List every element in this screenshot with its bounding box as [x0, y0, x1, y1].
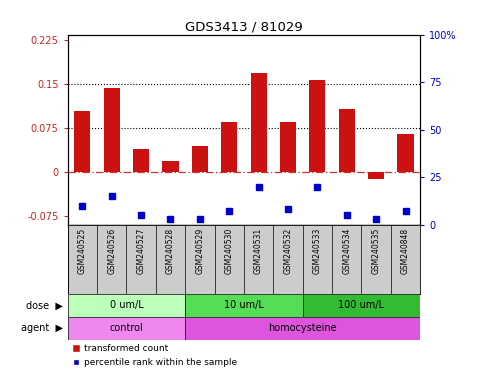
Bar	[280, 122, 296, 172]
Text: GSM240531: GSM240531	[254, 228, 263, 274]
Bar	[368, 172, 384, 179]
Text: GSM240526: GSM240526	[107, 228, 116, 274]
Bar	[309, 79, 326, 172]
Text: dose  ▶: dose ▶	[26, 300, 63, 310]
Bar	[74, 111, 90, 172]
Bar	[68, 294, 185, 317]
Bar	[133, 149, 149, 172]
Bar	[162, 162, 179, 172]
Text: GSM240528: GSM240528	[166, 228, 175, 274]
Bar	[398, 134, 413, 172]
Bar	[104, 88, 120, 172]
Text: GSM240525: GSM240525	[78, 228, 87, 274]
Bar	[192, 146, 208, 172]
Bar	[303, 294, 420, 317]
Text: GSM240529: GSM240529	[195, 228, 204, 274]
Text: GSM240848: GSM240848	[401, 228, 410, 274]
Text: GSM240533: GSM240533	[313, 228, 322, 275]
Text: GSM240534: GSM240534	[342, 228, 351, 275]
Bar	[221, 122, 237, 172]
Text: GSM240530: GSM240530	[225, 228, 234, 275]
Text: agent  ▶: agent ▶	[21, 323, 63, 333]
Text: 100 um/L: 100 um/L	[339, 300, 384, 310]
Text: GSM240535: GSM240535	[371, 228, 381, 275]
Bar	[339, 109, 355, 172]
Legend: transformed count, percentile rank within the sample: transformed count, percentile rank withi…	[72, 344, 237, 367]
Bar	[185, 294, 303, 317]
Text: 0 um/L: 0 um/L	[110, 300, 143, 310]
Bar	[185, 317, 420, 340]
Bar	[68, 317, 185, 340]
Title: GDS3413 / 81029: GDS3413 / 81029	[185, 20, 303, 33]
Text: control: control	[110, 323, 143, 333]
Bar	[251, 73, 267, 172]
Text: GSM240532: GSM240532	[284, 228, 293, 274]
Text: GSM240527: GSM240527	[137, 228, 145, 274]
Text: 10 um/L: 10 um/L	[224, 300, 264, 310]
Text: homocysteine: homocysteine	[269, 323, 337, 333]
